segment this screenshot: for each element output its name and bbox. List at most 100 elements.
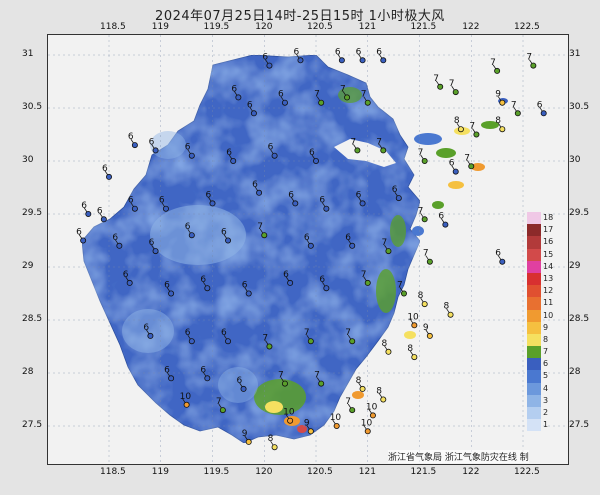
station-marker: 6	[102, 164, 113, 180]
legend-row-6: 6	[527, 358, 557, 371]
station-marker: 6	[200, 275, 211, 292]
station-marker: 6	[128, 196, 138, 212]
legend-swatch	[527, 382, 541, 395]
station-marker: 6	[293, 47, 304, 64]
station-marker: 6	[537, 100, 547, 117]
station-wind-level: 6	[102, 164, 108, 174]
lat-tick-right-2: 30	[569, 155, 581, 165]
station-dot	[209, 200, 216, 207]
legend-row-12: 12	[527, 285, 557, 298]
station-dot	[364, 279, 371, 286]
legend-row-11: 11	[527, 297, 557, 310]
legend-label: 15	[543, 249, 554, 259]
legend-swatch	[527, 248, 541, 261]
station-dot	[131, 205, 138, 212]
station-dot	[411, 322, 418, 329]
station-wind-level: 6	[449, 159, 455, 169]
station-marker: 7	[216, 397, 226, 414]
station-wind-level: 7	[350, 137, 356, 147]
station-wind-level: 6	[247, 100, 253, 110]
station-dot	[344, 94, 351, 101]
station-dot	[514, 110, 521, 117]
station-wind-level: 6	[288, 190, 294, 200]
island	[471, 163, 485, 171]
station-marker: 10	[407, 312, 419, 329]
station-wind-level: 7	[304, 328, 310, 338]
station-dot	[100, 216, 107, 223]
station-marker: 10	[283, 408, 295, 424]
station-wind-level: 6	[283, 270, 289, 280]
station-marker: 6	[149, 137, 159, 154]
legend-label: 5	[543, 371, 549, 381]
station-marker: 6	[376, 47, 387, 64]
legend-label: 14	[543, 261, 554, 271]
station-wind-level: 7	[376, 137, 382, 147]
station-marker: 8	[444, 302, 454, 318]
station-dot	[380, 147, 387, 154]
station-wind-level: 7	[345, 328, 351, 338]
legend-label: 3	[543, 395, 549, 405]
station-marker: 7	[345, 328, 356, 345]
station-wind-level: 7	[361, 90, 367, 100]
station-wind-level: 7	[418, 148, 424, 158]
station-marker: 6	[164, 365, 175, 382]
legend-label: 18	[543, 213, 554, 222]
station-marker: 7	[340, 84, 351, 101]
station-marker: 10	[330, 413, 342, 429]
station-dot	[266, 62, 273, 69]
light-blue-patch-1	[150, 205, 246, 265]
station-marker: 6	[231, 84, 242, 101]
station-marker: 6	[319, 275, 330, 292]
station-wind-level: 6	[293, 47, 299, 57]
station-wind-level: 6	[200, 365, 206, 375]
station-marker: 6	[123, 270, 133, 286]
map-title: 2024年07月25日14时-25日15时 1小时极大风	[155, 9, 445, 24]
station-marker: 8	[268, 434, 278, 451]
legend-row-5: 5	[527, 370, 557, 383]
station-wind-level: 10	[361, 418, 373, 428]
station-dot	[369, 412, 376, 419]
station-wind-level: 6	[185, 143, 191, 153]
station-dot	[183, 401, 190, 408]
station-wind-level: 8	[454, 116, 460, 126]
station-dot	[250, 110, 257, 117]
lon-tick-top-2: 119.5	[203, 22, 230, 32]
station-wind-level: 6	[81, 201, 87, 211]
station-marker: 6	[81, 201, 92, 217]
station-marker: 8	[407, 344, 418, 361]
station-wind-level: 10	[330, 413, 342, 423]
station-wind-level: 7	[278, 371, 284, 381]
station-dot	[281, 99, 288, 106]
station-dot	[323, 205, 330, 212]
legend-row-18: 18	[527, 212, 557, 225]
lat-tick-right-6: 28	[569, 367, 581, 377]
station-wind-level: 6	[304, 233, 310, 243]
station-wind-level: 6	[438, 212, 444, 222]
station-dot	[452, 168, 459, 175]
station-dot	[271, 152, 278, 159]
station-marker: 6	[392, 185, 402, 202]
station-marker: 6	[262, 53, 273, 69]
station-dot	[225, 237, 232, 244]
station-dot	[499, 126, 506, 133]
station-dot	[188, 232, 195, 239]
station-dot	[457, 126, 464, 133]
station-wind-level: 6	[164, 281, 170, 291]
station-wind-level: 6	[206, 190, 212, 200]
lat-tick-right-0: 31	[569, 49, 581, 59]
station-dot	[188, 338, 195, 345]
station-marker: 10	[180, 392, 191, 408]
station-marker: 9	[304, 418, 314, 435]
station-wind-level: 6	[345, 233, 351, 243]
station-dot	[318, 99, 325, 106]
station-wind-level: 6	[319, 196, 325, 206]
light-blue-patch-4	[150, 131, 186, 159]
station-dot	[256, 189, 263, 196]
station-marker: 8	[418, 291, 428, 308]
station-wind-level: 7	[381, 238, 387, 248]
station-wind-level: 6	[252, 180, 258, 190]
station-marker: 7	[257, 222, 268, 239]
legend-swatch	[527, 358, 541, 371]
station-dot	[261, 232, 268, 239]
station-dot	[219, 407, 226, 414]
